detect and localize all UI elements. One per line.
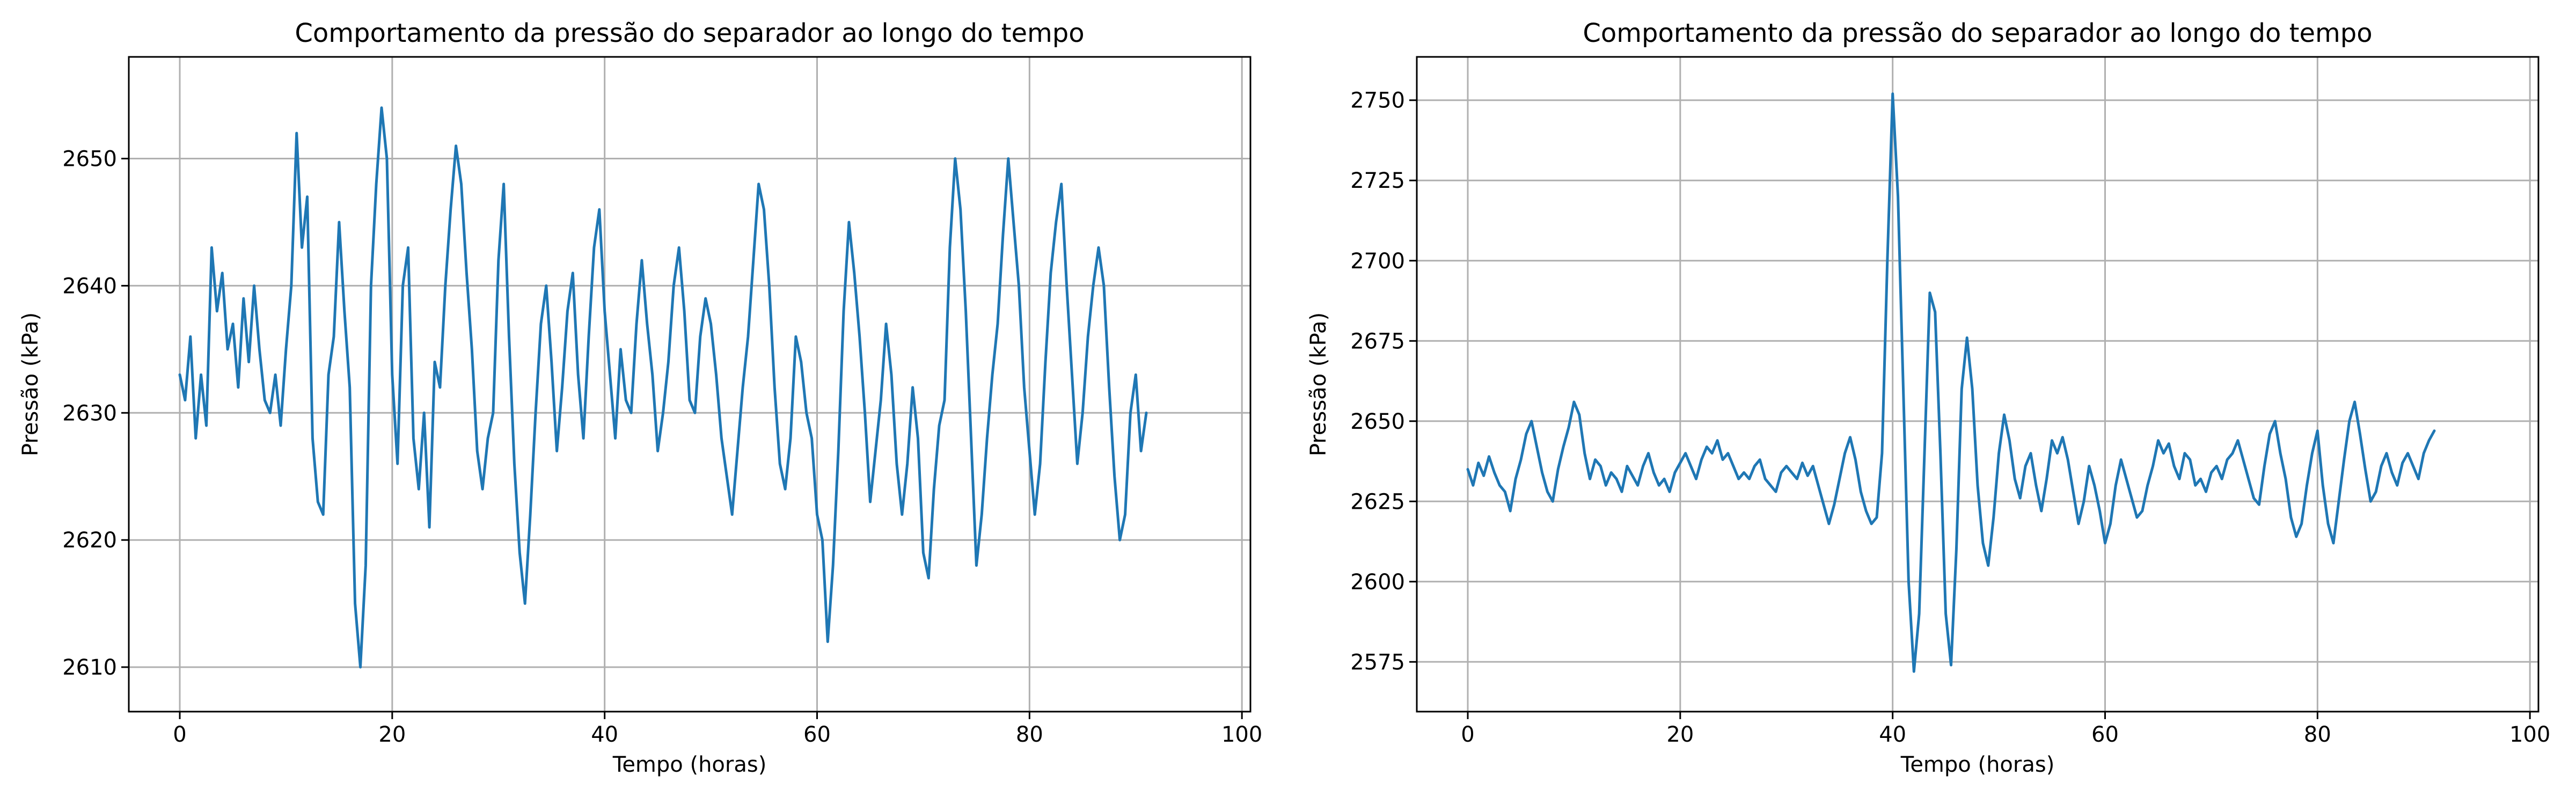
x-tick-label: 20 xyxy=(1666,722,1694,747)
plot-frame xyxy=(128,56,1252,713)
x-axis-label: Tempo (horas) xyxy=(1900,752,2055,777)
y-tick-label: 2750 xyxy=(1350,89,1405,113)
grid xyxy=(1417,57,2538,712)
y-tick-label: 2610 xyxy=(62,655,117,680)
chart-title: Comportamento da pressão do separador ao… xyxy=(295,18,1084,48)
y-tick-label: 2640 xyxy=(62,274,117,298)
x-tick-label: 0 xyxy=(173,722,186,747)
y-tick-label: 2700 xyxy=(1350,249,1405,274)
tick-layer: 0 20 40 60 80 100 2610 2620 2630 2640 2650 xyxy=(62,147,1262,747)
x-tick-label: 60 xyxy=(803,722,831,747)
x-tick-label: 80 xyxy=(1016,722,1043,747)
y-tick-label: 2725 xyxy=(1350,169,1405,193)
x-tick-label: 40 xyxy=(591,722,618,747)
series-layer xyxy=(178,106,1148,669)
series-layer xyxy=(1466,92,2436,673)
y-tick-label: 2625 xyxy=(1350,489,1405,514)
x-tick-label: 80 xyxy=(2304,722,2331,747)
y-tick-label: 2675 xyxy=(1350,329,1405,354)
x-tick-label: 0 xyxy=(1461,722,1474,747)
series-line-pressure xyxy=(1466,92,2436,673)
tick-layer: 0 20 40 60 80 100 2575 2600 2625 2650 2675 2700 2725… xyxy=(1350,89,2550,747)
x-tick-label: 40 xyxy=(1879,722,1906,747)
plot-frame xyxy=(1416,56,2540,713)
x-axis-label: Tempo (horas) xyxy=(612,752,767,777)
chart-right: Comportamento da pressão do separador ao… xyxy=(1306,18,2550,777)
x-tick-label: 20 xyxy=(378,722,406,747)
y-tick-label: 2620 xyxy=(62,528,117,553)
y-tick-label: 2650 xyxy=(62,147,117,172)
x-tick-label: 60 xyxy=(2091,722,2119,747)
y-tick-label: 2650 xyxy=(1350,409,1405,434)
grid xyxy=(129,57,1250,712)
y-axis-label: Pressão (kPa) xyxy=(18,312,43,456)
chart-title: Comportamento da pressão do separador ao… xyxy=(1583,18,2372,48)
y-tick-label: 2600 xyxy=(1350,570,1405,595)
series-line-pressure xyxy=(178,106,1148,669)
x-tick-label: 100 xyxy=(2509,722,2550,747)
y-tick-label: 2575 xyxy=(1350,650,1405,675)
y-axis-label: Pressão (kPa) xyxy=(1306,312,1331,456)
chart-left: Comportamento da pressão do separador ao… xyxy=(18,18,1262,777)
y-tick-label: 2630 xyxy=(62,401,117,426)
x-tick-label: 100 xyxy=(1221,722,1262,747)
